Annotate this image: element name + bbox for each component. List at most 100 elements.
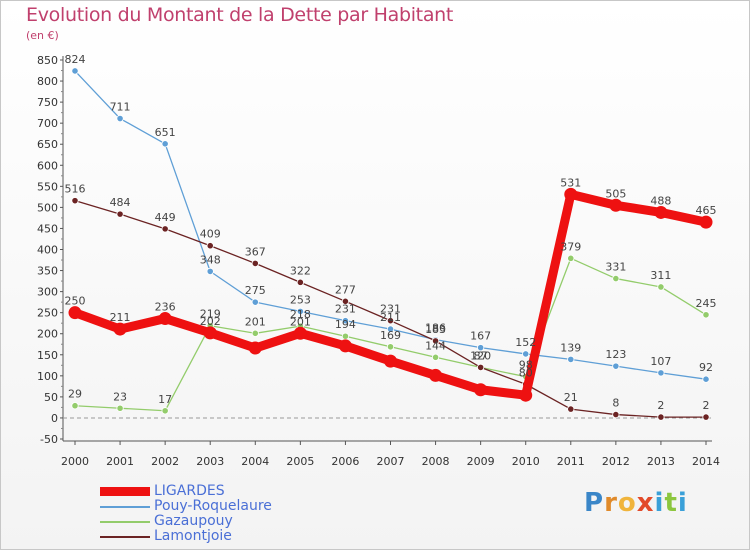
proxiti-logo: Proxiti [584,488,688,518]
x-tick-label: 2007 [377,455,405,468]
x-tick-label: 2012 [602,455,630,468]
data-label: 231 [380,303,401,316]
data-label: 2 [657,399,664,412]
data-point [206,267,214,275]
data-point [612,362,620,370]
data-label: 231 [335,303,356,316]
data-point [702,375,710,383]
data-point [567,254,575,262]
data-point [71,197,79,205]
data-point [522,350,530,358]
data-label: 8 [612,397,619,410]
data-label: 465 [696,204,717,217]
data-label: 322 [290,264,311,277]
data-point [431,337,440,345]
y-tick-label: 450 [37,222,58,235]
data-label: 123 [605,348,626,361]
x-tick-label: 2005 [286,455,314,468]
data-label: 331 [605,261,626,274]
data-label: 250 [65,295,86,308]
x-tick-label: 2006 [331,455,359,468]
data-point [296,278,304,286]
data-point [384,354,397,368]
legend-label: Gazaupouy [154,513,233,529]
data-label: 2 [703,399,710,412]
data-point [71,67,79,75]
data-point [206,242,214,250]
legend-label: Lamontjoie [154,528,232,544]
data-label: 275 [245,284,266,297]
x-tick-label: 2010 [512,455,540,468]
data-point [158,312,172,326]
logo-letter: x [636,488,655,518]
data-label: 531 [560,176,581,189]
data-label: 711 [110,101,131,114]
data-point [429,368,443,382]
data-point [161,140,169,148]
data-label: 516 [65,183,86,196]
data-label: 152 [515,336,536,349]
data-point [431,353,440,361]
data-label: 311 [650,269,671,282]
data-label: 409 [200,228,221,241]
data-point [612,274,620,283]
legend-item: LIGARDES [100,484,272,499]
data-label: 87 [474,349,488,362]
data-point [567,355,575,364]
legend-swatch [100,535,150,538]
logo-letter: o [617,488,637,518]
data-label: 139 [560,341,581,354]
data-point [293,326,307,340]
logo-letter: i [654,488,665,518]
data-label: 484 [110,196,131,209]
y-tick-label: 250 [37,307,58,320]
data-label: 183 [425,323,446,336]
y-tick-label: 550 [37,180,58,193]
data-point [338,339,352,353]
data-point [567,405,575,413]
data-point [203,326,217,340]
data-point [68,306,82,320]
data-label: 219 [200,308,221,321]
data-point [609,198,623,212]
x-tick-label: 2014 [692,455,720,468]
data-point [113,322,127,336]
data-label: 186 [425,322,446,335]
data-label: 277 [335,283,356,296]
data-point [702,413,710,421]
data-point [657,283,665,291]
data-label: 167 [470,330,491,343]
logo-letter: r [604,488,618,518]
legend-item: Lamontjoie [100,529,272,544]
y-tick-label: 300 [37,286,58,299]
data-point [161,225,169,233]
data-label: 144 [425,339,446,352]
logo-letter: P [584,488,605,518]
y-tick-label: 600 [37,159,58,172]
y-tick-label: 200 [37,328,58,341]
x-tick-label: 2004 [241,455,269,468]
x-tick-label: 2008 [422,455,450,468]
data-label: 824 [65,53,86,66]
data-point [116,404,124,412]
data-label: 505 [605,187,626,200]
data-point [477,344,485,352]
data-point [248,341,262,355]
y-tick-label: -50 [40,433,58,446]
data-label: 201 [290,315,311,328]
data-label: 107 [650,355,671,368]
chart-title: Evolution du Montant de la Dette par Hab… [26,4,454,26]
y-tick-label: 650 [37,138,58,151]
legend-swatch [100,505,150,508]
data-label: 21 [564,391,578,404]
x-tick-label: 2000 [61,455,89,468]
data-label: 169 [380,329,401,342]
y-tick-label: 0 [51,412,58,425]
x-tick-label: 2001 [106,455,134,468]
x-tick-label: 2002 [151,455,179,468]
legend-swatch [100,520,150,523]
x-tick-label: 2009 [467,455,495,468]
data-label: 17 [158,393,172,406]
